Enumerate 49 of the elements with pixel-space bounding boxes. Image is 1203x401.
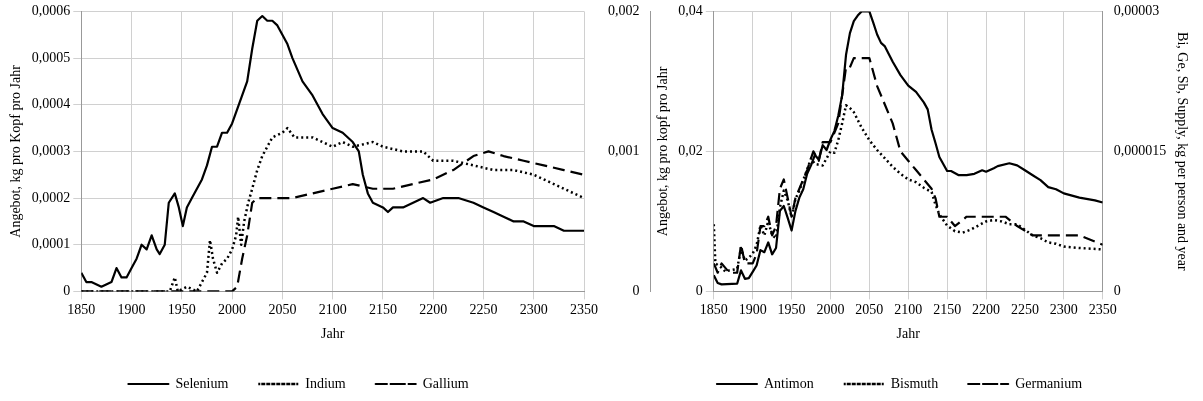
legend-label: Germanium: [1015, 375, 1083, 391]
legend-label: Bismuth: [890, 375, 939, 391]
y-tick-label: 0: [63, 283, 71, 299]
y-tick-label: 0,0003: [31, 143, 71, 159]
x-tick-label: 2250: [1010, 302, 1039, 318]
legend-label: Indium: [305, 375, 346, 391]
x-tick-label: 2300: [519, 302, 548, 318]
x-tick-label: 1950: [167, 302, 196, 318]
y-tick-label: 0,0005: [31, 49, 71, 65]
y-axis-title: Angebot, kg pro kopf pro Jahr: [654, 66, 670, 237]
y-tick-label: 0,0006: [31, 3, 71, 19]
y-tick-label: 0: [695, 283, 703, 299]
y-tick-label: 0,0002: [31, 189, 71, 205]
y2-axis-title: Bi, Ge, Sb, Supply, kg per person and year: [1174, 32, 1190, 272]
x-tick-label: 1850: [699, 302, 728, 318]
x-tick-label: 2100: [894, 302, 923, 318]
x-tick-label: 2100: [318, 302, 347, 318]
x-tick-label: 2150: [933, 302, 962, 318]
x-tick-label: 1850: [67, 302, 96, 318]
x-tick-label: 2200: [972, 302, 1001, 318]
x-tick-label: 2250: [469, 302, 498, 318]
x-tick-label: 1900: [117, 302, 146, 318]
x-tick-label: 2350: [570, 302, 598, 318]
x-tick-label: 1950: [777, 302, 806, 318]
x-axis-title: Jahr: [320, 326, 345, 342]
x-axis-title: Jahr: [896, 326, 921, 342]
x-tick-label: 2000: [218, 302, 247, 318]
legend-label: Gallium: [422, 375, 469, 391]
y2-tick-label: 0,000015: [1113, 143, 1167, 159]
y3-tick-label: 0,002: [608, 3, 640, 19]
y-axis-title: Angebot, kg pro Kopf pro Jahr: [8, 64, 24, 238]
y-tick-label: 0,02: [678, 143, 703, 159]
legend-label: Selenium: [175, 375, 229, 391]
y-tick-label: 0,04: [678, 3, 703, 19]
x-tick-label: 2050: [855, 302, 884, 318]
x-tick-label: 2150: [368, 302, 397, 318]
y-tick-label: 0,0004: [31, 96, 71, 112]
x-tick-label: 2200: [419, 302, 448, 318]
y2-tick-label: 0,00003: [1113, 3, 1160, 19]
legend-label: Antimon: [763, 375, 814, 391]
y-tick-label: 0,0001: [31, 236, 71, 252]
x-tick-label: 1900: [738, 302, 767, 318]
y3-tick-label: 0,001: [608, 143, 640, 159]
y3-tick-label: 0: [632, 283, 640, 299]
x-tick-label: 2300: [1049, 302, 1078, 318]
y2-tick-label: 0: [1113, 283, 1121, 299]
x-tick-label: 2000: [816, 302, 845, 318]
x-tick-label: 2350: [1088, 302, 1117, 318]
x-tick-label: 2050: [268, 302, 297, 318]
